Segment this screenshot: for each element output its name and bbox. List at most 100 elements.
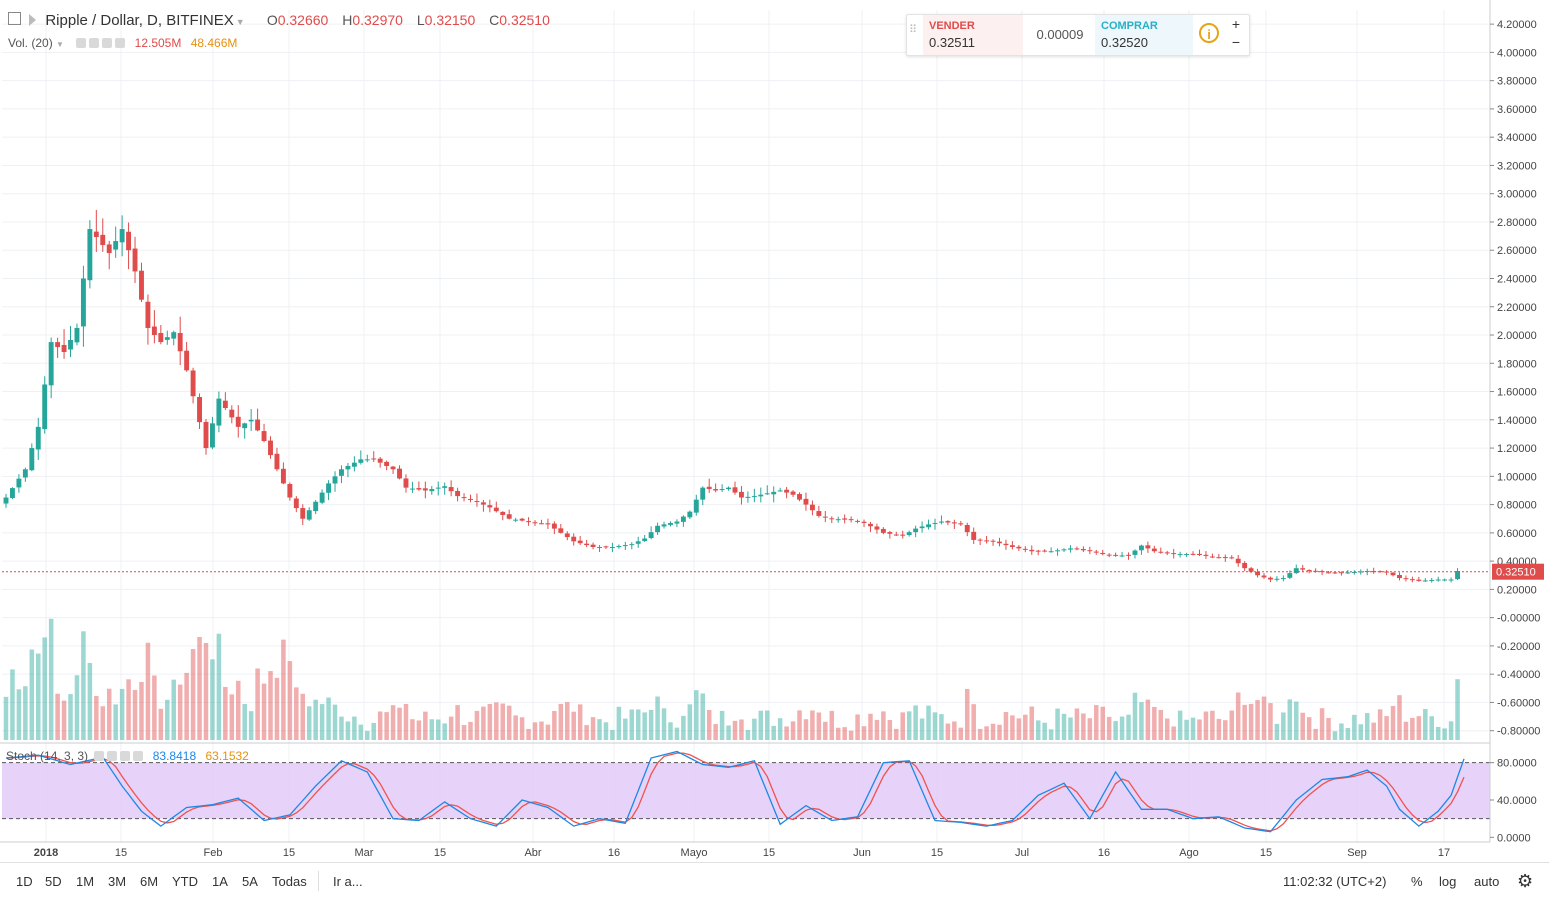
settings-icon[interactable]	[107, 751, 118, 761]
volume-bar	[1055, 708, 1060, 740]
candle-body	[1093, 551, 1099, 553]
timeframe-todas[interactable]: Todas	[272, 874, 307, 889]
candle-body	[887, 532, 893, 534]
log-scale-button[interactable]: log	[1439, 874, 1457, 889]
volume-bar	[87, 663, 93, 740]
chevron-down-icon[interactable]: ▼	[235, 17, 245, 27]
price-axis-label: 3.80000	[1497, 76, 1537, 88]
volume-bar	[1171, 726, 1176, 740]
candle-body	[842, 518, 848, 520]
candle-body	[584, 543, 590, 546]
goto-date-button[interactable]: Ir a...	[333, 874, 363, 889]
volume-bar	[635, 709, 641, 740]
timeframe-ytd[interactable]: YTD	[172, 874, 198, 889]
candle-body	[597, 546, 602, 548]
volume-bar	[1242, 704, 1247, 740]
symbol-title[interactable]: Ripple / Dollar, D, BITFINEX	[45, 12, 234, 29]
candle-body	[906, 532, 912, 535]
candle-body	[455, 490, 461, 497]
sell-button[interactable]: VENDER 0.32511	[923, 15, 1023, 55]
flag-icon[interactable]	[29, 14, 37, 26]
candle-body	[564, 533, 570, 538]
plus-icon[interactable]	[102, 38, 113, 48]
auto-scale-button[interactable]: auto	[1474, 874, 1500, 889]
buy-button[interactable]: COMPRAR 0.32520	[1095, 15, 1193, 55]
candle-body	[468, 498, 473, 500]
time-axis-label: 15	[115, 847, 127, 859]
volume-bar	[1023, 714, 1028, 740]
candle-body	[532, 522, 538, 524]
drag-handle-icon[interactable]: ⠿	[909, 24, 918, 36]
plus-icon[interactable]	[120, 751, 131, 761]
volume-bar	[1364, 713, 1370, 740]
buy-price: 0.32520	[1101, 35, 1148, 50]
price-axis-label: 3.40000	[1497, 132, 1537, 144]
candle-body	[113, 241, 119, 250]
timeframe-6m[interactable]: 6M	[140, 874, 159, 889]
close-icon[interactable]	[115, 38, 126, 48]
volume-bar	[694, 690, 699, 740]
volume-bar	[390, 705, 396, 740]
settings-icon[interactable]	[89, 38, 100, 48]
candle-body	[216, 398, 222, 426]
buy-label: COMPRAR	[1101, 20, 1158, 32]
stoch-label[interactable]: Stoch (14, 3, 3)	[6, 749, 89, 763]
volume-bar	[100, 706, 106, 740]
price-chart[interactable]: 4.20000 4.00000 3.80000 3.60000 3.40000 3.200…	[0, 0, 1549, 862]
eye-icon[interactable]	[94, 751, 105, 761]
volume-bar	[139, 682, 144, 740]
volume-bar	[1287, 699, 1293, 740]
candle-body	[351, 462, 357, 467]
price-axis-label: 1.20000	[1497, 443, 1537, 455]
volume-bar	[513, 715, 518, 740]
candle-body	[738, 491, 744, 498]
volume-bar	[119, 688, 125, 740]
price-axis-label: -0.40000	[1497, 669, 1540, 681]
timeframe-5a[interactable]: 5A	[242, 874, 258, 889]
volume-bar	[784, 726, 789, 740]
candle-body	[1029, 549, 1035, 552]
close-icon[interactable]	[133, 751, 144, 761]
chevron-down-icon[interactable]: ▼	[56, 40, 64, 49]
candle-body	[1132, 550, 1138, 555]
volume-bar	[1306, 717, 1312, 740]
plus-button[interactable]: +	[1231, 16, 1241, 32]
volume-bar	[1113, 721, 1118, 740]
volume-bar	[55, 693, 60, 740]
timeframe-1m[interactable]: 1M	[76, 874, 95, 889]
candle-body	[1190, 553, 1196, 555]
stoch-axis-label: 80.0000	[1497, 758, 1537, 770]
timeframe-3m[interactable]: 3M	[108, 874, 127, 889]
candle-body	[1106, 554, 1112, 556]
candle-body	[132, 248, 138, 272]
timeframe-5d[interactable]: 5D	[45, 874, 62, 889]
percent-scale-button[interactable]: %	[1411, 874, 1423, 889]
volume-bar	[674, 727, 680, 740]
candle-body	[693, 499, 699, 513]
info-icon[interactable]: i	[1199, 23, 1219, 43]
candle-body	[461, 497, 467, 499]
candle-body	[480, 502, 486, 505]
candle-body	[1138, 545, 1144, 551]
collapse-icon[interactable]	[8, 12, 21, 25]
candle-body	[661, 524, 667, 527]
volume-bar	[468, 721, 473, 740]
minus-button[interactable]: −	[1231, 34, 1241, 50]
volume-bar	[300, 693, 306, 740]
candle-body	[771, 491, 777, 495]
volume-bar	[642, 712, 647, 740]
volume-bar	[1132, 692, 1138, 740]
gear-icon[interactable]: ⚙	[1517, 871, 1534, 891]
candle-body	[1332, 572, 1338, 574]
candle-body	[513, 519, 519, 521]
volume-bar	[306, 706, 312, 740]
candle-body	[745, 496, 751, 498]
volume-label[interactable]: Vol. (20)	[8, 36, 53, 50]
volume-bar	[810, 710, 815, 740]
timeframe-1d[interactable]: 1D	[16, 874, 33, 889]
volume-bar	[1164, 718, 1170, 740]
candle-body	[829, 518, 835, 520]
candle-body	[1022, 548, 1028, 550]
eye-icon[interactable]	[76, 38, 87, 48]
timeframe-1a[interactable]: 1A	[212, 874, 228, 889]
